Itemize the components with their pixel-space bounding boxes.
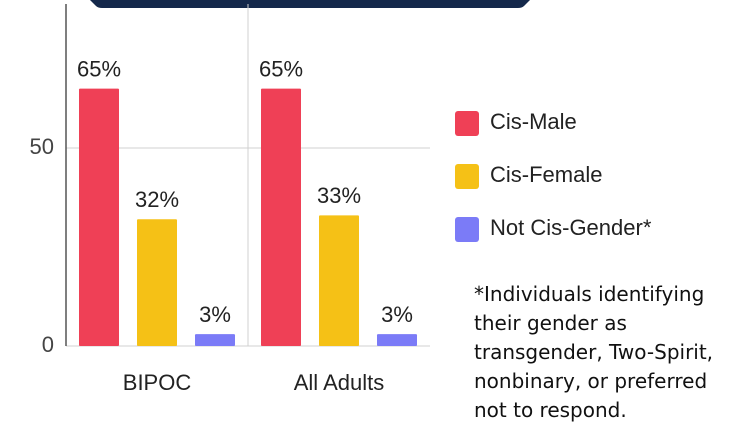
footnote: *Individuals identifying their gender as…	[474, 282, 714, 422]
value-label: 32%	[135, 187, 179, 212]
banner	[90, 0, 530, 8]
x-tick-label: BIPOC	[123, 370, 192, 395]
value-label: 33%	[317, 183, 361, 208]
bar	[377, 334, 417, 346]
y-tick-label: 0	[42, 332, 54, 357]
bar	[195, 334, 235, 346]
value-label: 3%	[381, 302, 413, 327]
x-tick-label: All Adults	[294, 370, 385, 395]
value-label: 65%	[77, 56, 121, 81]
y-tick-label: 50	[30, 134, 54, 159]
value-label: 3%	[199, 302, 231, 327]
legend-label: Cis-Female	[490, 162, 602, 187]
legend-label: Not Cis-Gender*	[490, 215, 652, 240]
legend-swatch	[455, 217, 479, 242]
bar	[319, 215, 359, 346]
bar	[79, 88, 119, 346]
legend-swatch	[455, 164, 479, 189]
bar	[261, 88, 301, 346]
legend-label: Cis-Male	[490, 109, 577, 134]
legend-swatch	[455, 111, 479, 136]
bar	[137, 219, 177, 346]
value-label: 65%	[259, 56, 303, 81]
